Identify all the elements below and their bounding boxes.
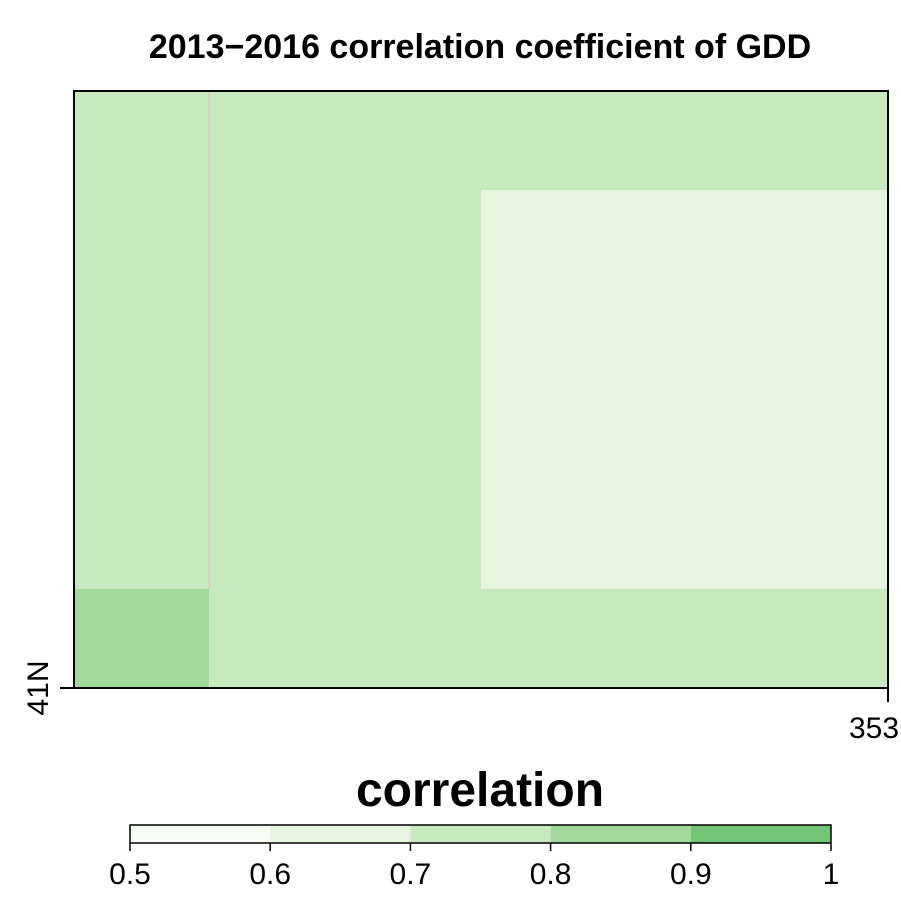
map-axes: 41N 353: [22, 660, 899, 745]
map-panel: [73, 90, 889, 689]
legend-swatch: [550, 825, 691, 843]
legend-swatch: [410, 825, 551, 843]
y-tick-label: 41N: [22, 660, 55, 715]
legend-swatch: [270, 825, 411, 843]
legend-tick-label: 0.7: [390, 858, 432, 891]
cell-right-inner-block: [481, 190, 888, 589]
legend-tick-label: 0.5: [109, 858, 151, 891]
legend-border: [129, 824, 832, 844]
legend-ticks: 0.5 0.6 0.7 0.8 0.9 1: [109, 843, 839, 891]
legend-tick-label: 0.8: [530, 858, 572, 891]
legend-swatch: [130, 825, 271, 843]
legend-tick-label: 0.9: [670, 858, 712, 891]
x-tick-label: 353: [849, 712, 899, 745]
legend-title: correlation: [356, 764, 604, 817]
cell-left-strip-bottom: [74, 589, 209, 688]
map-border: [73, 90, 889, 689]
legend-tick-label: 0.6: [249, 858, 291, 891]
chart-title: 2013−2016 correlation coefficient of GDD: [149, 28, 811, 66]
colorbar-legend: correlation 0.5 0.6 0.7 0.8 0.9 1: [109, 764, 839, 891]
legend-swatch: [690, 825, 831, 843]
legend-swatches: [130, 825, 831, 843]
cell-left-strip-upper: [74, 91, 209, 589]
legend-tick-label: 1: [823, 858, 840, 891]
